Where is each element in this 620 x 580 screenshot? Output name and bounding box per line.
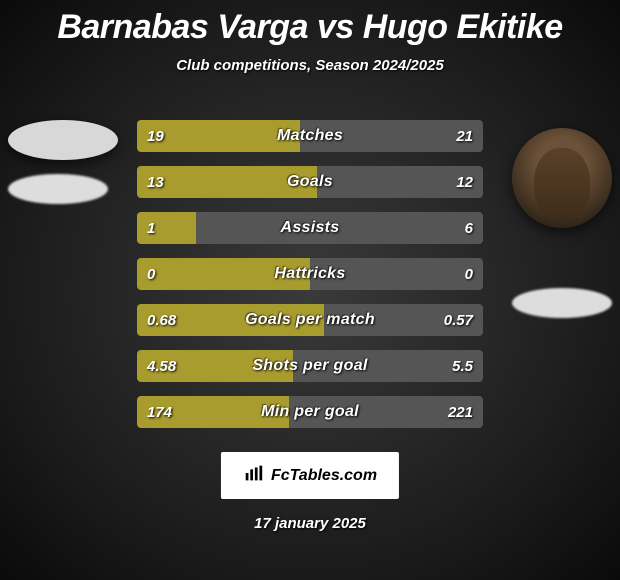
player-left-name: Barnabas Varga [57, 8, 308, 46]
stat-row: 0.680.57Goals per match [137, 304, 483, 336]
footer: FcTables.com 17 january 2025 [221, 452, 399, 532]
stat-label: Matches [137, 120, 483, 152]
avatar-right [512, 128, 612, 318]
avatar-right-photo [512, 128, 612, 228]
stat-row: 00Hattricks [137, 258, 483, 290]
stat-label: Goals [137, 166, 483, 198]
page-title: Barnabas Varga vs Hugo Ekitike [0, 0, 620, 47]
stat-row: 4.585.5Shots per goal [137, 350, 483, 382]
brand-badge: FcTables.com [221, 452, 399, 499]
player-right-name: Hugo Ekitike [363, 8, 563, 46]
stat-row: 16Assists [137, 212, 483, 244]
stat-row: 1921Matches [137, 120, 483, 152]
avatar-left-placeholder-2 [8, 174, 108, 204]
stat-label: Goals per match [137, 304, 483, 336]
vs-text: vs [317, 8, 354, 46]
stat-label: Assists [137, 212, 483, 244]
stat-label: Shots per goal [137, 350, 483, 382]
subtitle: Club competitions, Season 2024/2025 [0, 57, 620, 74]
brand-chart-icon [243, 462, 265, 489]
avatar-right-shadow [512, 288, 612, 318]
avatar-left [8, 120, 118, 204]
date-text: 17 january 2025 [221, 515, 399, 532]
avatar-left-placeholder-1 [8, 120, 118, 160]
stat-row: 174221Min per goal [137, 396, 483, 428]
comparison-bars: 1921Matches 1312Goals 16Assists 00Hattricks… [137, 120, 483, 442]
brand-text: FcTables.com [271, 467, 377, 485]
stat-row: 1312Goals [137, 166, 483, 198]
stat-label: Hattricks [137, 258, 483, 290]
stat-label: Min per goal [137, 396, 483, 428]
